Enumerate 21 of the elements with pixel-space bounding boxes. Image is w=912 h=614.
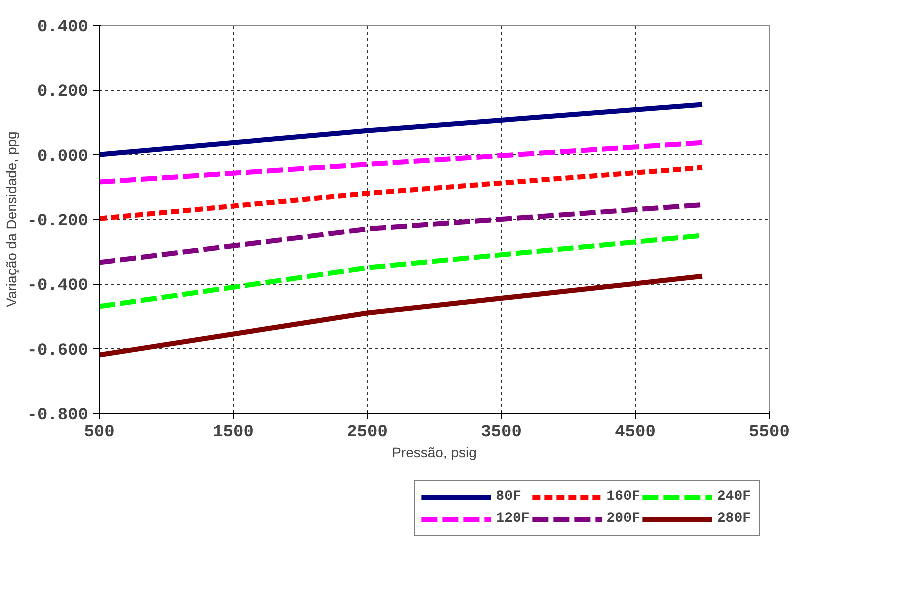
x-tick-label: 5500 [749, 424, 790, 442]
y-tick-label: 0.000 [37, 148, 89, 167]
x-axis-title: Pressão, psig [392, 444, 477, 460]
y-axis-title: Variação da Densidade, ppg [3, 132, 20, 308]
x-tick-label: 2500 [347, 424, 388, 442]
y-tick-label: -0.400 [27, 277, 89, 296]
legend-label: 200F [606, 511, 640, 527]
legend-label: 280F [717, 511, 751, 527]
x-tick-label: 500 [84, 424, 115, 442]
x-tick-label: 3500 [481, 424, 522, 442]
y-tick-label: 0.400 [37, 18, 89, 38]
y-tick-label: 0.200 [37, 83, 89, 102]
x-tick-label: 4500 [615, 424, 656, 442]
y-tick-label: -0.200 [27, 212, 89, 232]
legend-label: 120F [496, 511, 530, 527]
legend-label: 80F [496, 489, 522, 505]
y-tick-label: -0.600 [27, 342, 89, 361]
legend-label: 160F [606, 489, 640, 505]
y-tick-label: -0.800 [27, 406, 89, 426]
x-tick-label: 1500 [213, 424, 254, 442]
legend-label: 240F [717, 489, 751, 505]
